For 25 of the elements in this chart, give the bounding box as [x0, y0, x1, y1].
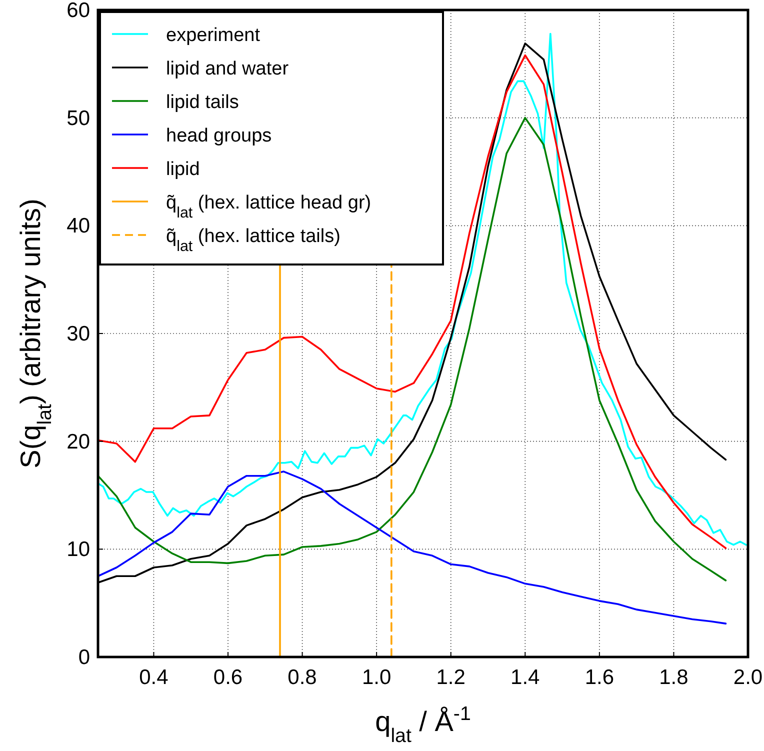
- y-tick-label: 0: [78, 646, 90, 669]
- y-tick-label: 40: [66, 214, 90, 238]
- legend-label: q̃$_{lat}$ (hex. lattice head gr): [166, 192, 372, 221]
- x-tick-label: 0.4: [139, 666, 169, 689]
- x-tick-label: 2.0: [733, 666, 763, 689]
- x-tick-label: 0.6: [213, 666, 243, 689]
- x-axis-title: q$_{lat}$ / Å$^{-1}$: [375, 703, 471, 747]
- x-tick-label: 0.8: [288, 666, 317, 689]
- legend-label: q̃$_{lat}$ (hex. lattice tails): [166, 226, 340, 254]
- legend-label: experiment: [166, 25, 261, 46]
- y-tick-label: 20: [66, 430, 90, 454]
- x-tick-label: 1.2: [436, 666, 466, 689]
- x-tick-label: 1.6: [584, 666, 614, 689]
- x-tick-label: 1.8: [659, 666, 688, 689]
- y-tick-label: 50: [66, 106, 90, 130]
- x-tick-label: 1.0: [362, 666, 392, 689]
- y-tick-label: 30: [66, 322, 90, 346]
- y-tick-label: 10: [66, 538, 90, 562]
- legend-label: lipid and water: [166, 58, 290, 80]
- line-series: [98, 470, 727, 624]
- y-tick-label: 60: [66, 0, 90, 22]
- x-tick-label: 1.4: [510, 666, 540, 689]
- legend-label: lipid tails: [166, 92, 239, 113]
- legend-label: lipid: [166, 159, 200, 180]
- legend-label: head groups: [166, 126, 272, 146]
